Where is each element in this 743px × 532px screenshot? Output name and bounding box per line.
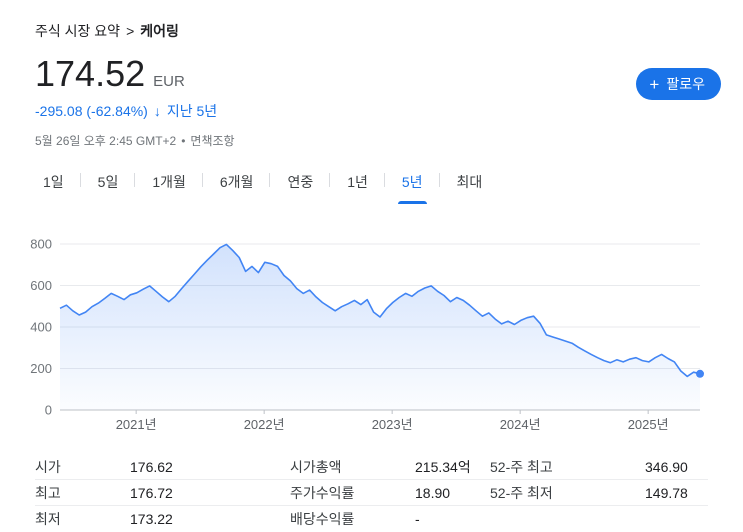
price-change: -295.08 (-62.84%) — [35, 103, 148, 119]
change-period: 지난 5년 — [166, 103, 218, 119]
svg-text:200: 200 — [30, 361, 52, 376]
arrow-down-icon: ↓ — [153, 103, 161, 119]
svg-text:2022년: 2022년 — [244, 417, 285, 432]
range-tab-1y[interactable]: 1년 — [330, 166, 385, 204]
stat-value: 215.34억 — [415, 458, 471, 475]
stat-label: 시가 — [35, 458, 61, 475]
plus-icon: + — [649, 74, 660, 94]
svg-text:600: 600 — [30, 278, 52, 293]
stat-label: 최저 — [35, 511, 61, 527]
stat-value: 176.62 — [130, 458, 173, 475]
currency-label: EUR — [153, 73, 185, 90]
stat-empty — [490, 506, 708, 532]
stat-value: 149.78 — [645, 484, 688, 501]
price-chart-canvas[interactable]: 0 200 400 600 800 2021년 2022년 2023년 2024년 2025년 — [28, 232, 718, 434]
price-row: 174.52 EUR — [0, 40, 743, 94]
stat-label: 시가총액 — [290, 458, 342, 475]
disclaimer-link[interactable]: 면책조항 — [190, 134, 235, 148]
svg-text:800: 800 — [30, 237, 52, 252]
price-change-row: -295.08 (-62.84%) ↓ 지난 5년 — [0, 94, 743, 121]
stat-label: 주가수익률 — [290, 484, 355, 501]
quote-datetime-row: 5월 26일 오후 2:45 GMT+2 • 면책조항 — [0, 121, 743, 149]
stat-label: 52-주 최고 — [490, 458, 553, 475]
stat-value: 18.90 — [415, 484, 451, 501]
stat-value: 176.72 — [130, 484, 173, 501]
range-tab-ytd[interactable]: 연중 — [270, 166, 330, 204]
stock-price: 174.52 — [35, 53, 146, 94]
stat-52w-low: 52-주 최저 149.78 — [490, 480, 708, 506]
quote-datetime: 5월 26일 오후 2:45 GMT+2 — [35, 134, 177, 148]
follow-button-label: 팔로우 — [666, 76, 705, 92]
breadcrumb-root-link[interactable]: 주식 시장 요약 — [35, 23, 121, 39]
range-tab-max[interactable]: 최대 — [456, 174, 483, 190]
stat-52w-high: 52-주 최고 346.90 — [490, 454, 708, 480]
stat-high: 최고 176.72 — [35, 480, 290, 506]
stat-value: 173.22 — [130, 511, 173, 527]
price-chart[interactable]: 0 200 400 600 800 2021년 2022년 2023년 2024년 2025년 — [28, 232, 743, 434]
stat-label: 최고 — [35, 484, 61, 501]
stat-low: 최저 173.22 — [35, 506, 290, 532]
stat-open: 시가 176.62 — [35, 454, 290, 480]
svg-text:2021년: 2021년 — [116, 417, 157, 432]
breadcrumb-current: 케어링 — [140, 23, 179, 39]
stats-table: 시가 176.62 시가총액 215.34억 52-주 최고 346.90 최고… — [35, 454, 708, 532]
breadcrumb: 주식 시장 요약 > 케어링 — [0, 0, 743, 40]
range-tab-6m[interactable]: 6개월 — [203, 166, 271, 204]
breadcrumb-separator: > — [126, 23, 135, 39]
range-tab-5d[interactable]: 5일 — [81, 166, 136, 204]
svg-text:2025년: 2025년 — [628, 417, 669, 432]
stat-value: 346.90 — [645, 458, 688, 475]
svg-text:400: 400 — [30, 320, 52, 335]
svg-text:0: 0 — [45, 403, 52, 418]
stat-value: - — [415, 511, 420, 527]
stat-label: 배당수익률 — [290, 511, 355, 527]
follow-button[interactable]: + 팔로우 — [636, 68, 721, 100]
range-tab-1d[interactable]: 1일 — [35, 166, 81, 204]
stat-dividend-yield: 배당수익률 - — [290, 506, 490, 532]
stat-pe-ratio: 주가수익률 18.90 — [290, 480, 490, 506]
range-tab-1m[interactable]: 1개월 — [135, 166, 203, 204]
range-tab-bar: 1일 5일 1개월 6개월 연중 1년 5년 최대 — [35, 166, 708, 204]
stat-market-cap: 시가총액 215.34억 — [290, 454, 490, 480]
range-tab-5y[interactable]: 5년 — [385, 166, 440, 204]
svg-text:2024년: 2024년 — [500, 417, 541, 432]
stat-label: 52-주 최저 — [490, 484, 553, 501]
svg-text:2023년: 2023년 — [372, 417, 413, 432]
bullet-separator: • — [181, 134, 186, 148]
